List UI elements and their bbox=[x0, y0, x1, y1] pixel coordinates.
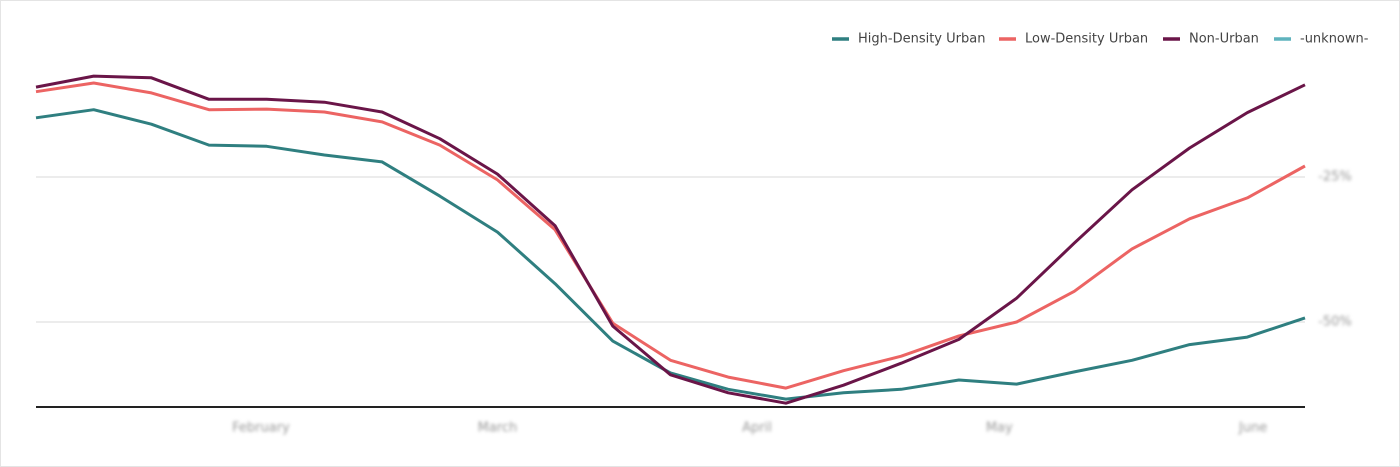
x-tick-label: June bbox=[1238, 421, 1267, 436]
x-tick-label: April bbox=[742, 421, 772, 436]
y-tick-label: -50% bbox=[1318, 315, 1352, 330]
y-tick-label: -25% bbox=[1318, 170, 1352, 185]
x-tick-label: May bbox=[986, 421, 1013, 436]
legend-label: -unknown- bbox=[1300, 32, 1369, 47]
series-line bbox=[35, 81, 1306, 390]
legend-label: Non-Urban bbox=[1189, 32, 1259, 47]
series-line bbox=[35, 74, 1306, 405]
x-tick-label: March bbox=[478, 421, 518, 436]
legend-label: Low-Density Urban bbox=[1025, 32, 1148, 47]
x-tick-label: February bbox=[232, 421, 290, 436]
legend-label: High-Density Urban bbox=[858, 32, 985, 47]
